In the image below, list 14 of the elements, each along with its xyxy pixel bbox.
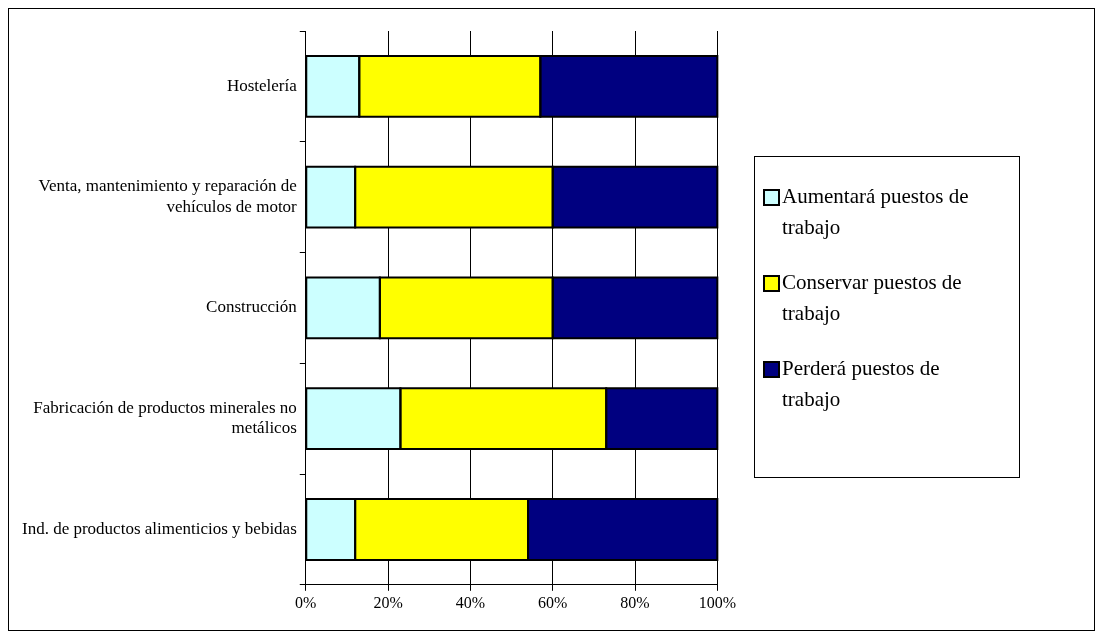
x-tick-label: 60% bbox=[538, 593, 568, 611]
x-tick-label: 20% bbox=[373, 593, 403, 611]
x-tick-label: 0% bbox=[295, 593, 317, 611]
y-tick-label: Hostelería bbox=[226, 75, 298, 95]
x-tick-label: 100% bbox=[698, 593, 736, 611]
y-tick-label: Venta, mantenimiento y reparación de vehículos de motor bbox=[38, 176, 298, 216]
y-tick-label: Ind. de productos alimenticios y bebidas bbox=[21, 518, 297, 538]
legend-label: Aumentará puestos de trabajo bbox=[782, 183, 970, 241]
legend-label: Conservar puestos de trabajo bbox=[782, 269, 963, 327]
x-tick-label: 80% bbox=[620, 593, 650, 611]
y-tick-label: Construcción bbox=[206, 297, 298, 317]
x-tick-label: 40% bbox=[455, 593, 486, 611]
y-tick-label: Fabricación de productos minerales no metálicos bbox=[33, 397, 297, 438]
legend-label: Perderá puestos de trabajo bbox=[782, 355, 941, 413]
